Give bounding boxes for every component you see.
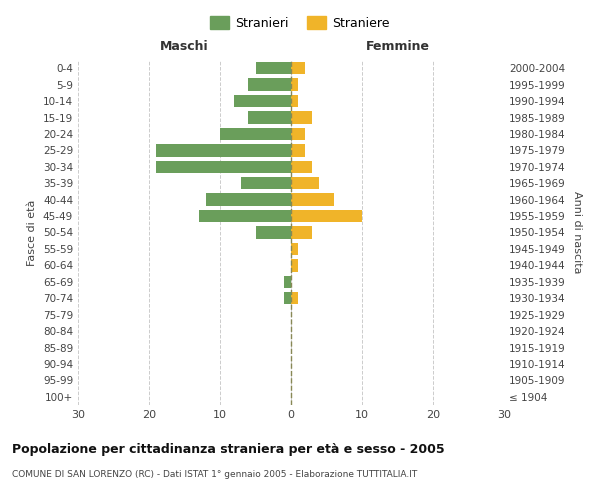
Bar — [291, 160, 313, 173]
Bar — [256, 226, 291, 238]
Text: Popolazione per cittadinanza straniera per età e sesso - 2005: Popolazione per cittadinanza straniera p… — [12, 442, 445, 456]
Bar — [291, 78, 298, 91]
Bar — [234, 95, 291, 107]
Text: COMUNE DI SAN LORENZO (RC) - Dati ISTAT 1° gennaio 2005 - Elaborazione TUTTITALI: COMUNE DI SAN LORENZO (RC) - Dati ISTAT … — [12, 470, 417, 479]
Bar — [291, 259, 298, 272]
Bar — [291, 243, 298, 255]
Bar — [291, 62, 305, 74]
Bar — [156, 160, 291, 173]
Bar — [291, 177, 319, 190]
Bar — [291, 144, 305, 156]
Bar — [291, 112, 313, 124]
Text: Femmine: Femmine — [365, 40, 430, 53]
Bar — [291, 95, 298, 107]
Bar — [241, 177, 291, 190]
Bar — [248, 78, 291, 91]
Bar — [291, 210, 362, 222]
Text: Maschi: Maschi — [160, 40, 209, 53]
Bar — [291, 292, 298, 304]
Y-axis label: Anni di nascita: Anni di nascita — [572, 191, 582, 274]
Bar — [291, 226, 313, 238]
Bar — [256, 62, 291, 74]
Legend: Stranieri, Straniere: Stranieri, Straniere — [205, 11, 395, 35]
Bar — [248, 112, 291, 124]
Bar — [156, 144, 291, 156]
Bar — [291, 128, 305, 140]
Bar — [291, 194, 334, 206]
Bar — [220, 128, 291, 140]
Y-axis label: Fasce di età: Fasce di età — [28, 200, 37, 266]
Bar — [206, 194, 291, 206]
Bar — [199, 210, 291, 222]
Bar — [284, 276, 291, 288]
Bar — [284, 292, 291, 304]
